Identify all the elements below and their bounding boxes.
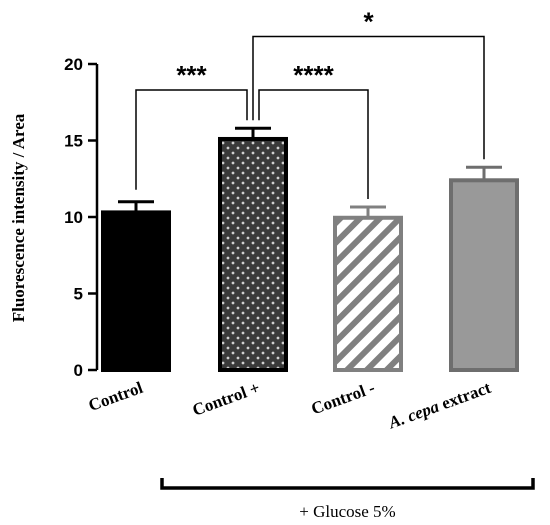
y-axis: 0 5 10 15 20	[64, 55, 99, 380]
significance-brackets: *** *****	[135, 6, 485, 200]
sig-bracket-1	[135, 89, 248, 190]
x-tick-label-2: Control +	[190, 378, 263, 420]
x-axis-labels: Control Control + Control - A. cepa extract	[86, 378, 494, 433]
sig-label-2: ****	[293, 60, 334, 90]
x-tick-label-1: Control	[86, 378, 146, 415]
glucose-bracket-label: + Glucose 5%	[299, 502, 395, 521]
y-tick-label: 5	[74, 285, 83, 304]
sig-label-1: ***	[176, 60, 207, 90]
bar-4	[449, 178, 519, 372]
x-tick-label-4: A. cepa extract	[385, 378, 493, 433]
sig-bracket-3	[252, 35, 485, 160]
bar-2	[218, 136, 288, 372]
y-axis-label: Fluorescence intensity / Area	[9, 113, 28, 322]
sig-label-3: *	[363, 6, 374, 36]
error-bars	[118, 126, 502, 218]
y-tick-label: 15	[64, 132, 83, 151]
sig-bracket-2	[258, 89, 369, 200]
bar-3	[333, 215, 403, 372]
glucose-bracket-line	[160, 478, 535, 490]
bars	[101, 136, 519, 372]
y-tick-label: 10	[64, 208, 83, 227]
y-tick-label: 20	[64, 55, 83, 74]
group-bracket: + Glucose 5%	[160, 478, 535, 521]
x-tick-label-3: Control -	[309, 378, 378, 419]
bar-1	[101, 210, 171, 372]
y-tick-label: 0	[74, 361, 83, 380]
